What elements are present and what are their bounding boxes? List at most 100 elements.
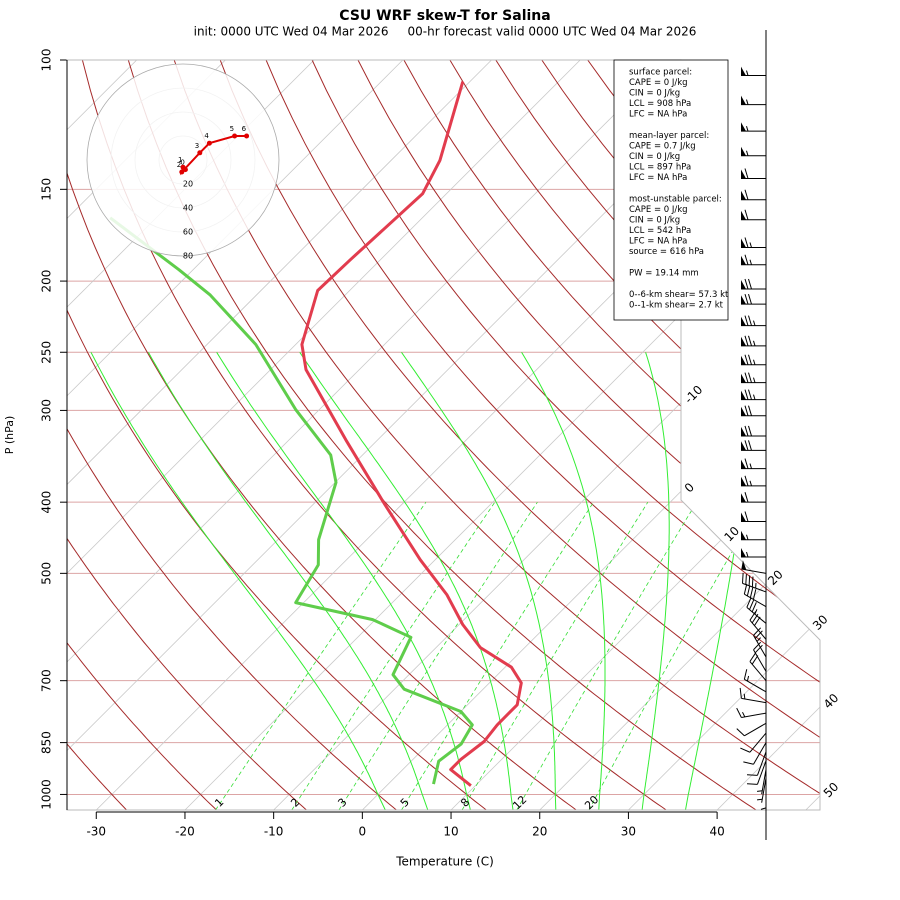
- info-text: PW = 19.14 mm: [629, 269, 699, 279]
- barb-pennant: [741, 560, 747, 570]
- barb-full: [736, 707, 742, 718]
- barb-full: [744, 189, 749, 200]
- barb-pennant: [741, 146, 746, 156]
- barb-pennant: [741, 190, 746, 200]
- barb-full: [748, 294, 752, 305]
- wind-barb: [741, 530, 766, 541]
- dewpoint-profile: [109, 216, 474, 785]
- wind-barb: [741, 405, 766, 417]
- y-tick-label: 1000: [40, 779, 54, 810]
- barb-full: [751, 602, 757, 613]
- barb-full: [744, 254, 749, 265]
- wind-barb: [760, 786, 767, 812]
- isotherm: [67, 60, 670, 810]
- barb-full: [748, 425, 752, 437]
- barb-pennant: [741, 493, 746, 503]
- info-text: 0--6-km shear= 57.3 kt: [629, 290, 729, 300]
- moist-adiabat: [90, 352, 386, 810]
- moist-adiabat: [401, 352, 557, 810]
- barb-full: [754, 644, 763, 654]
- wind-barb: [741, 189, 766, 201]
- dry-adiabat: [67, 60, 577, 810]
- mixing-ratio-line: [291, 501, 496, 810]
- wind-barb: [741, 66, 766, 77]
- barb-pennant: [741, 459, 746, 469]
- hodograph-point: [179, 169, 185, 175]
- dry-adiabat: [67, 60, 487, 810]
- wind-barb: [736, 707, 767, 718]
- hodograph-height-label: 0: [180, 159, 184, 167]
- barb-staff: [756, 760, 767, 785]
- y-axis-label: P (hPa): [3, 416, 16, 455]
- barb-pennant: [741, 336, 746, 346]
- dry-adiabat: [403, 60, 820, 810]
- barb-full: [748, 354, 752, 365]
- wind-barb: [743, 669, 767, 693]
- info-text: CAPE = 0 J/kg: [629, 78, 688, 88]
- y-tick-label: 500: [40, 562, 54, 585]
- barb-half: [753, 340, 756, 346]
- x-tick-label: 10: [443, 825, 458, 839]
- barb-full: [745, 574, 747, 585]
- isotherm: [67, 60, 581, 810]
- info-text: LCL = 908 hPa: [629, 99, 691, 109]
- wind-barb: [741, 278, 766, 290]
- hodograph-point: [206, 140, 212, 146]
- x-tick-label: -10: [264, 825, 284, 839]
- barb-half: [749, 463, 752, 469]
- barb-full: [748, 372, 752, 383]
- barb-full: [748, 389, 752, 400]
- temperature-profile: [300, 81, 523, 787]
- mixing-ratio-line: [215, 501, 427, 810]
- wind-barb: [741, 294, 766, 305]
- barb-half: [757, 790, 763, 792]
- moist-adiabat: [147, 352, 429, 810]
- x-axis-label: Temperature (C): [395, 855, 494, 869]
- hodograph-ring-label: 20: [183, 180, 193, 189]
- barb-full: [751, 613, 759, 624]
- isotherm: [67, 60, 404, 810]
- info-text: CAPE = 0.7 J/kg: [629, 142, 696, 152]
- barb-staff: [744, 678, 767, 693]
- isotherm: [539, 60, 820, 810]
- barb-staff: [741, 712, 767, 718]
- barb-pennant: [741, 122, 746, 132]
- barb-full: [744, 425, 749, 437]
- barb-full: [744, 405, 749, 416]
- mixing-ratio-line: [588, 501, 762, 810]
- hodograph-height-label: 5: [230, 125, 234, 133]
- isotherm: [67, 60, 492, 810]
- mixing-ratio-line: [516, 501, 698, 810]
- info-text: LFC = NA hPa: [629, 237, 687, 247]
- barb-staff: [761, 777, 767, 803]
- dry-adiabat: [67, 60, 127, 810]
- barb-half: [746, 70, 749, 76]
- barb-half: [753, 320, 756, 326]
- barb-full: [744, 315, 749, 326]
- wind-barb: [757, 777, 767, 803]
- wind-barb: [743, 742, 767, 765]
- x-tick-label: 30: [621, 825, 636, 839]
- moist-adiabat: [521, 352, 606, 810]
- barb-pennant: [741, 476, 746, 486]
- dry-adiabat: [265, 60, 820, 810]
- barb-full: [744, 492, 749, 503]
- wind-barb: [739, 687, 767, 704]
- barb-staff: [744, 593, 767, 608]
- barb-full: [744, 458, 749, 469]
- barb-half: [749, 480, 752, 486]
- info-text: LCL = 542 hPa: [629, 226, 691, 236]
- info-text: surface parcel:: [629, 68, 692, 78]
- barb-staff: [753, 742, 767, 765]
- x-tick-label: 20: [532, 825, 547, 839]
- barb-full: [744, 389, 749, 400]
- barb-full: [749, 587, 754, 598]
- barb-full: [744, 278, 749, 290]
- barb-pennant: [741, 530, 746, 540]
- wind-barb: [741, 146, 766, 157]
- barb-pennant: [741, 355, 746, 365]
- moist-adiabat: [216, 352, 471, 810]
- barb-full: [739, 687, 742, 699]
- barb-full: [748, 575, 751, 586]
